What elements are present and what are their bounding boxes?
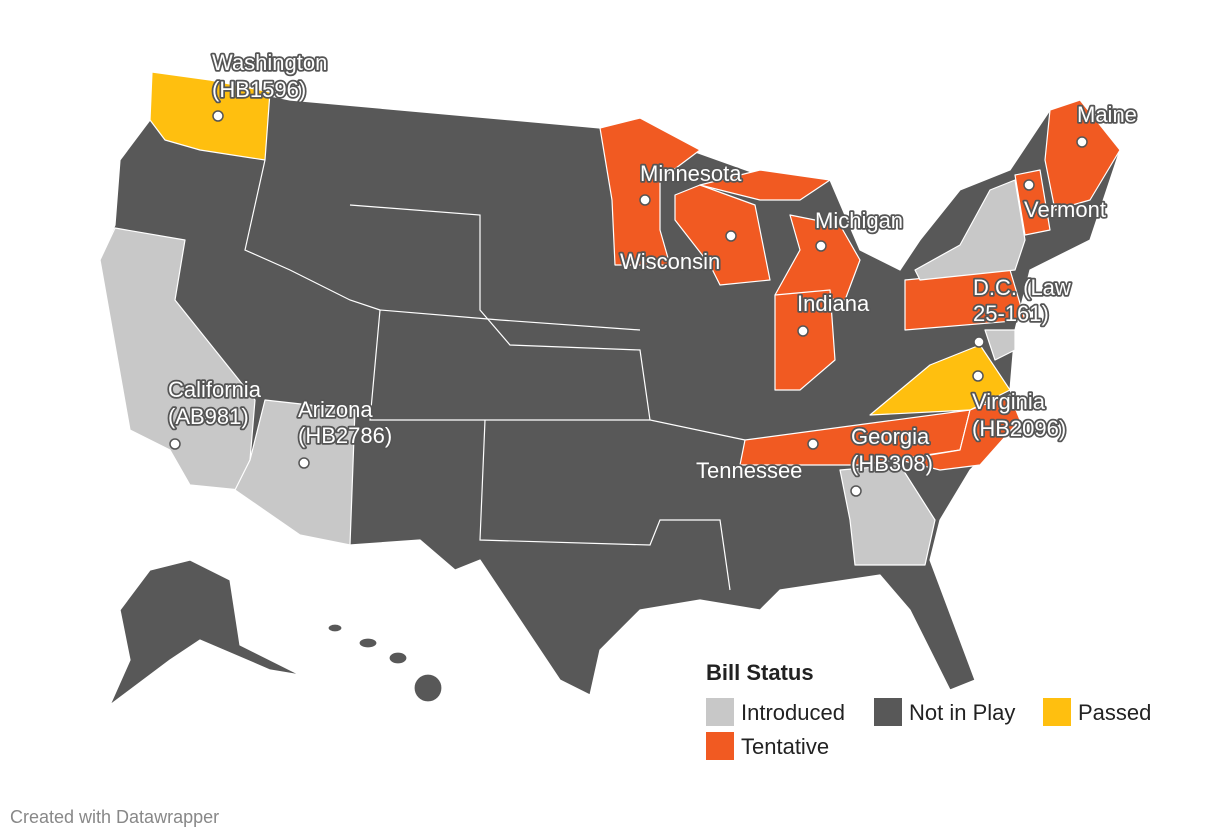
state-border [369, 309, 650, 421]
legend-swatch [874, 698, 902, 726]
state [984, 329, 1016, 361]
hawaii [327, 623, 343, 633]
state [149, 71, 271, 161]
label: 25-161) [973, 301, 1049, 326]
dot [797, 325, 809, 337]
legend-label: Passed [1078, 700, 1151, 725]
dot [815, 240, 827, 252]
legend-label: Tentative [741, 734, 829, 759]
footer: Created with Datawrapper [10, 807, 219, 827]
dot [807, 438, 819, 450]
label: Minnesota [640, 161, 742, 186]
legend-label: Not in Play [909, 700, 1015, 725]
hawaii [388, 651, 408, 665]
state [699, 169, 831, 201]
label: California [168, 377, 262, 402]
state [774, 289, 836, 391]
hawaii [358, 637, 378, 649]
state [599, 117, 701, 266]
state-border [479, 419, 731, 591]
label: (HB2786) [298, 423, 392, 448]
state [674, 184, 771, 286]
legend-label: Introduced [741, 700, 845, 725]
label: Maine [1077, 102, 1137, 127]
dot [850, 485, 862, 497]
dot [973, 336, 985, 348]
dot [1076, 136, 1088, 148]
states [99, 71, 1121, 706]
label: Wisconsin [620, 249, 720, 274]
labels: Washington (HB1596) Minnesota Maine Verm… [166, 48, 1138, 485]
state [914, 179, 1026, 281]
state [839, 464, 936, 566]
label: Vermont [1024, 197, 1106, 222]
legend-swatch [706, 698, 734, 726]
legend-swatch [706, 732, 734, 760]
label: (HB1596) [212, 77, 306, 102]
label: Indiana [797, 291, 870, 316]
label: Georgia [851, 424, 930, 449]
label: D.C. (Law [973, 275, 1071, 300]
state [869, 344, 1011, 416]
state [774, 214, 861, 301]
state [1044, 99, 1121, 211]
label: (AB981) [168, 404, 249, 429]
dots [169, 110, 1088, 497]
dot [1023, 179, 1035, 191]
hawaii [413, 673, 443, 703]
legend: Bill Status Introduced Not in Play Passed T… [706, 660, 1151, 760]
dot [725, 230, 737, 242]
dot [169, 438, 181, 450]
state [234, 399, 356, 546]
label: Tennessee [696, 458, 802, 483]
dot [298, 457, 310, 469]
dot [972, 370, 984, 382]
legend-title: Bill Status [706, 660, 814, 685]
label: (HB2096) [972, 416, 1066, 441]
label: Washington [212, 50, 327, 75]
state [739, 409, 971, 466]
label: Michigan [815, 208, 903, 233]
dot [212, 110, 224, 122]
state-border [244, 159, 641, 331]
alaska [109, 559, 301, 706]
dot [639, 194, 651, 206]
label: Arizona [298, 397, 373, 422]
label: (HB308) [851, 451, 933, 476]
label: Virginia [972, 389, 1046, 414]
state [899, 394, 1021, 471]
legend-swatch [1043, 698, 1071, 726]
